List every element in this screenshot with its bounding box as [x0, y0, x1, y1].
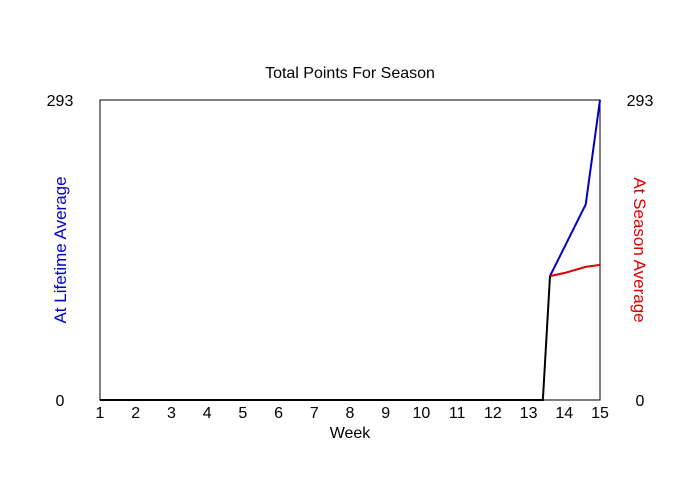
plot-frame — [99, 99, 601, 401]
x-tick-label: 4 — [203, 405, 212, 422]
x-tick-label: 15 — [591, 405, 609, 422]
x-tick-label: 11 — [449, 405, 466, 422]
y-right-axis-label: At Season Average — [630, 177, 649, 322]
x-tick-labels: 1 2 3 4 5 6 7 8 9 10 11 12 13 14 15 — [96, 405, 609, 422]
x-tick-label: 9 — [381, 405, 390, 422]
x-tick-label: 1 — [96, 405, 105, 422]
y-right-max-label: 293 — [627, 93, 654, 110]
x-tick-label: 12 — [484, 405, 502, 422]
y-left-max-label: 293 — [47, 93, 74, 110]
y-right-min-label: 0 — [636, 393, 645, 410]
x-tick-label: 2 — [131, 405, 140, 422]
x-tick-label: 5 — [238, 405, 247, 422]
series-line — [549, 263, 601, 278]
x-axis-label: Week — [330, 425, 372, 442]
x-tick-label: 13 — [520, 405, 538, 422]
x-tick-label: 7 — [310, 405, 319, 422]
y-left-axis-label: At Lifetime Average — [51, 176, 70, 323]
x-tick-label: 8 — [346, 405, 355, 422]
x-tick-label: 3 — [167, 405, 176, 422]
x-tick-label: 14 — [555, 405, 573, 422]
y-left-min-label: 0 — [56, 393, 65, 410]
chart-title: Total Points For Season — [265, 65, 435, 82]
x-tick-label: 10 — [413, 405, 431, 422]
series-line — [100, 276, 551, 401]
series-line — [549, 99, 601, 277]
series-layer — [100, 99, 601, 401]
x-tick-label: 6 — [274, 405, 283, 422]
